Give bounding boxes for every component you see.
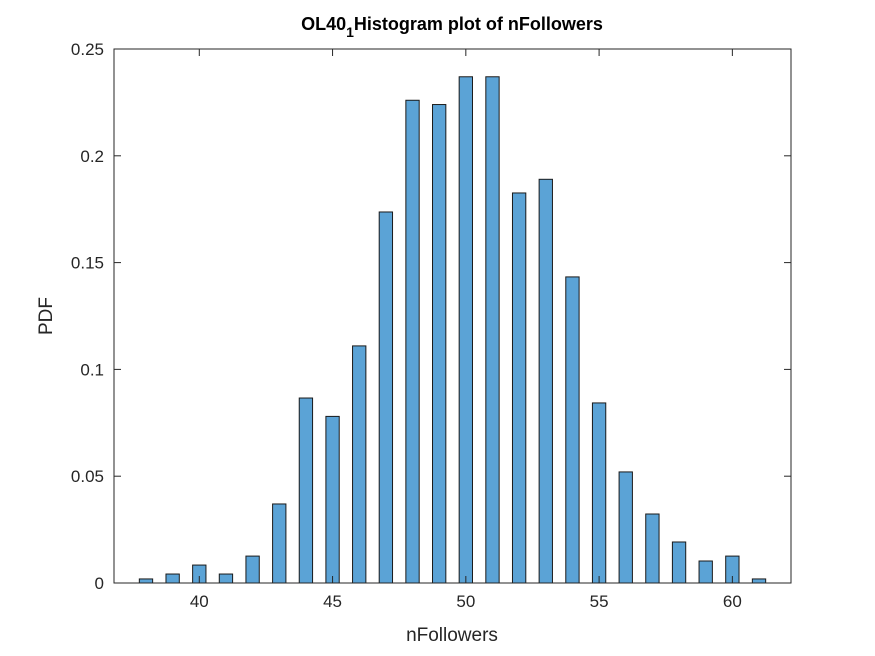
y-tick-label: 0.2	[80, 147, 104, 166]
x-tick-label: 60	[723, 592, 742, 611]
bar	[325, 415, 340, 584]
x-tick-label: 55	[590, 592, 609, 611]
bar	[432, 104, 447, 584]
x-tick-label: 45	[323, 592, 342, 611]
y-tick-label: 0.25	[71, 40, 104, 59]
bar	[485, 76, 500, 584]
bar	[565, 276, 580, 584]
bar	[511, 192, 527, 584]
bar	[591, 402, 607, 584]
bar	[298, 397, 314, 584]
title-subscript: 1	[346, 24, 354, 40]
bar	[751, 578, 767, 584]
x-axis-label: nFollowers	[406, 625, 498, 646]
y-tick-label: 0.15	[71, 254, 104, 273]
bar	[378, 211, 394, 584]
y-tick-label: 0.1	[80, 360, 104, 379]
y-tick-label: 0	[95, 574, 104, 593]
x-tick-label: 40	[190, 592, 209, 611]
y-axis-label: PDF	[36, 297, 57, 335]
bar	[138, 578, 154, 584]
bar	[458, 76, 473, 584]
y-tick-label: 0.05	[71, 467, 104, 486]
chart-title: OL401Histogram plot of nFollowers	[301, 14, 603, 40]
bar	[698, 560, 713, 584]
bar	[618, 471, 633, 584]
bar	[218, 573, 234, 584]
bar	[352, 345, 367, 584]
bar	[671, 541, 687, 584]
bar	[405, 99, 420, 584]
x-tick-label: 50	[456, 592, 475, 611]
title-part: Histogram plot of nFollowers	[354, 14, 603, 34]
title-part: OL40	[301, 14, 346, 34]
bar	[245, 555, 260, 584]
bar	[165, 573, 180, 584]
bar	[538, 178, 553, 584]
axes-box	[113, 48, 792, 584]
bar	[645, 513, 660, 584]
bar	[272, 503, 287, 584]
